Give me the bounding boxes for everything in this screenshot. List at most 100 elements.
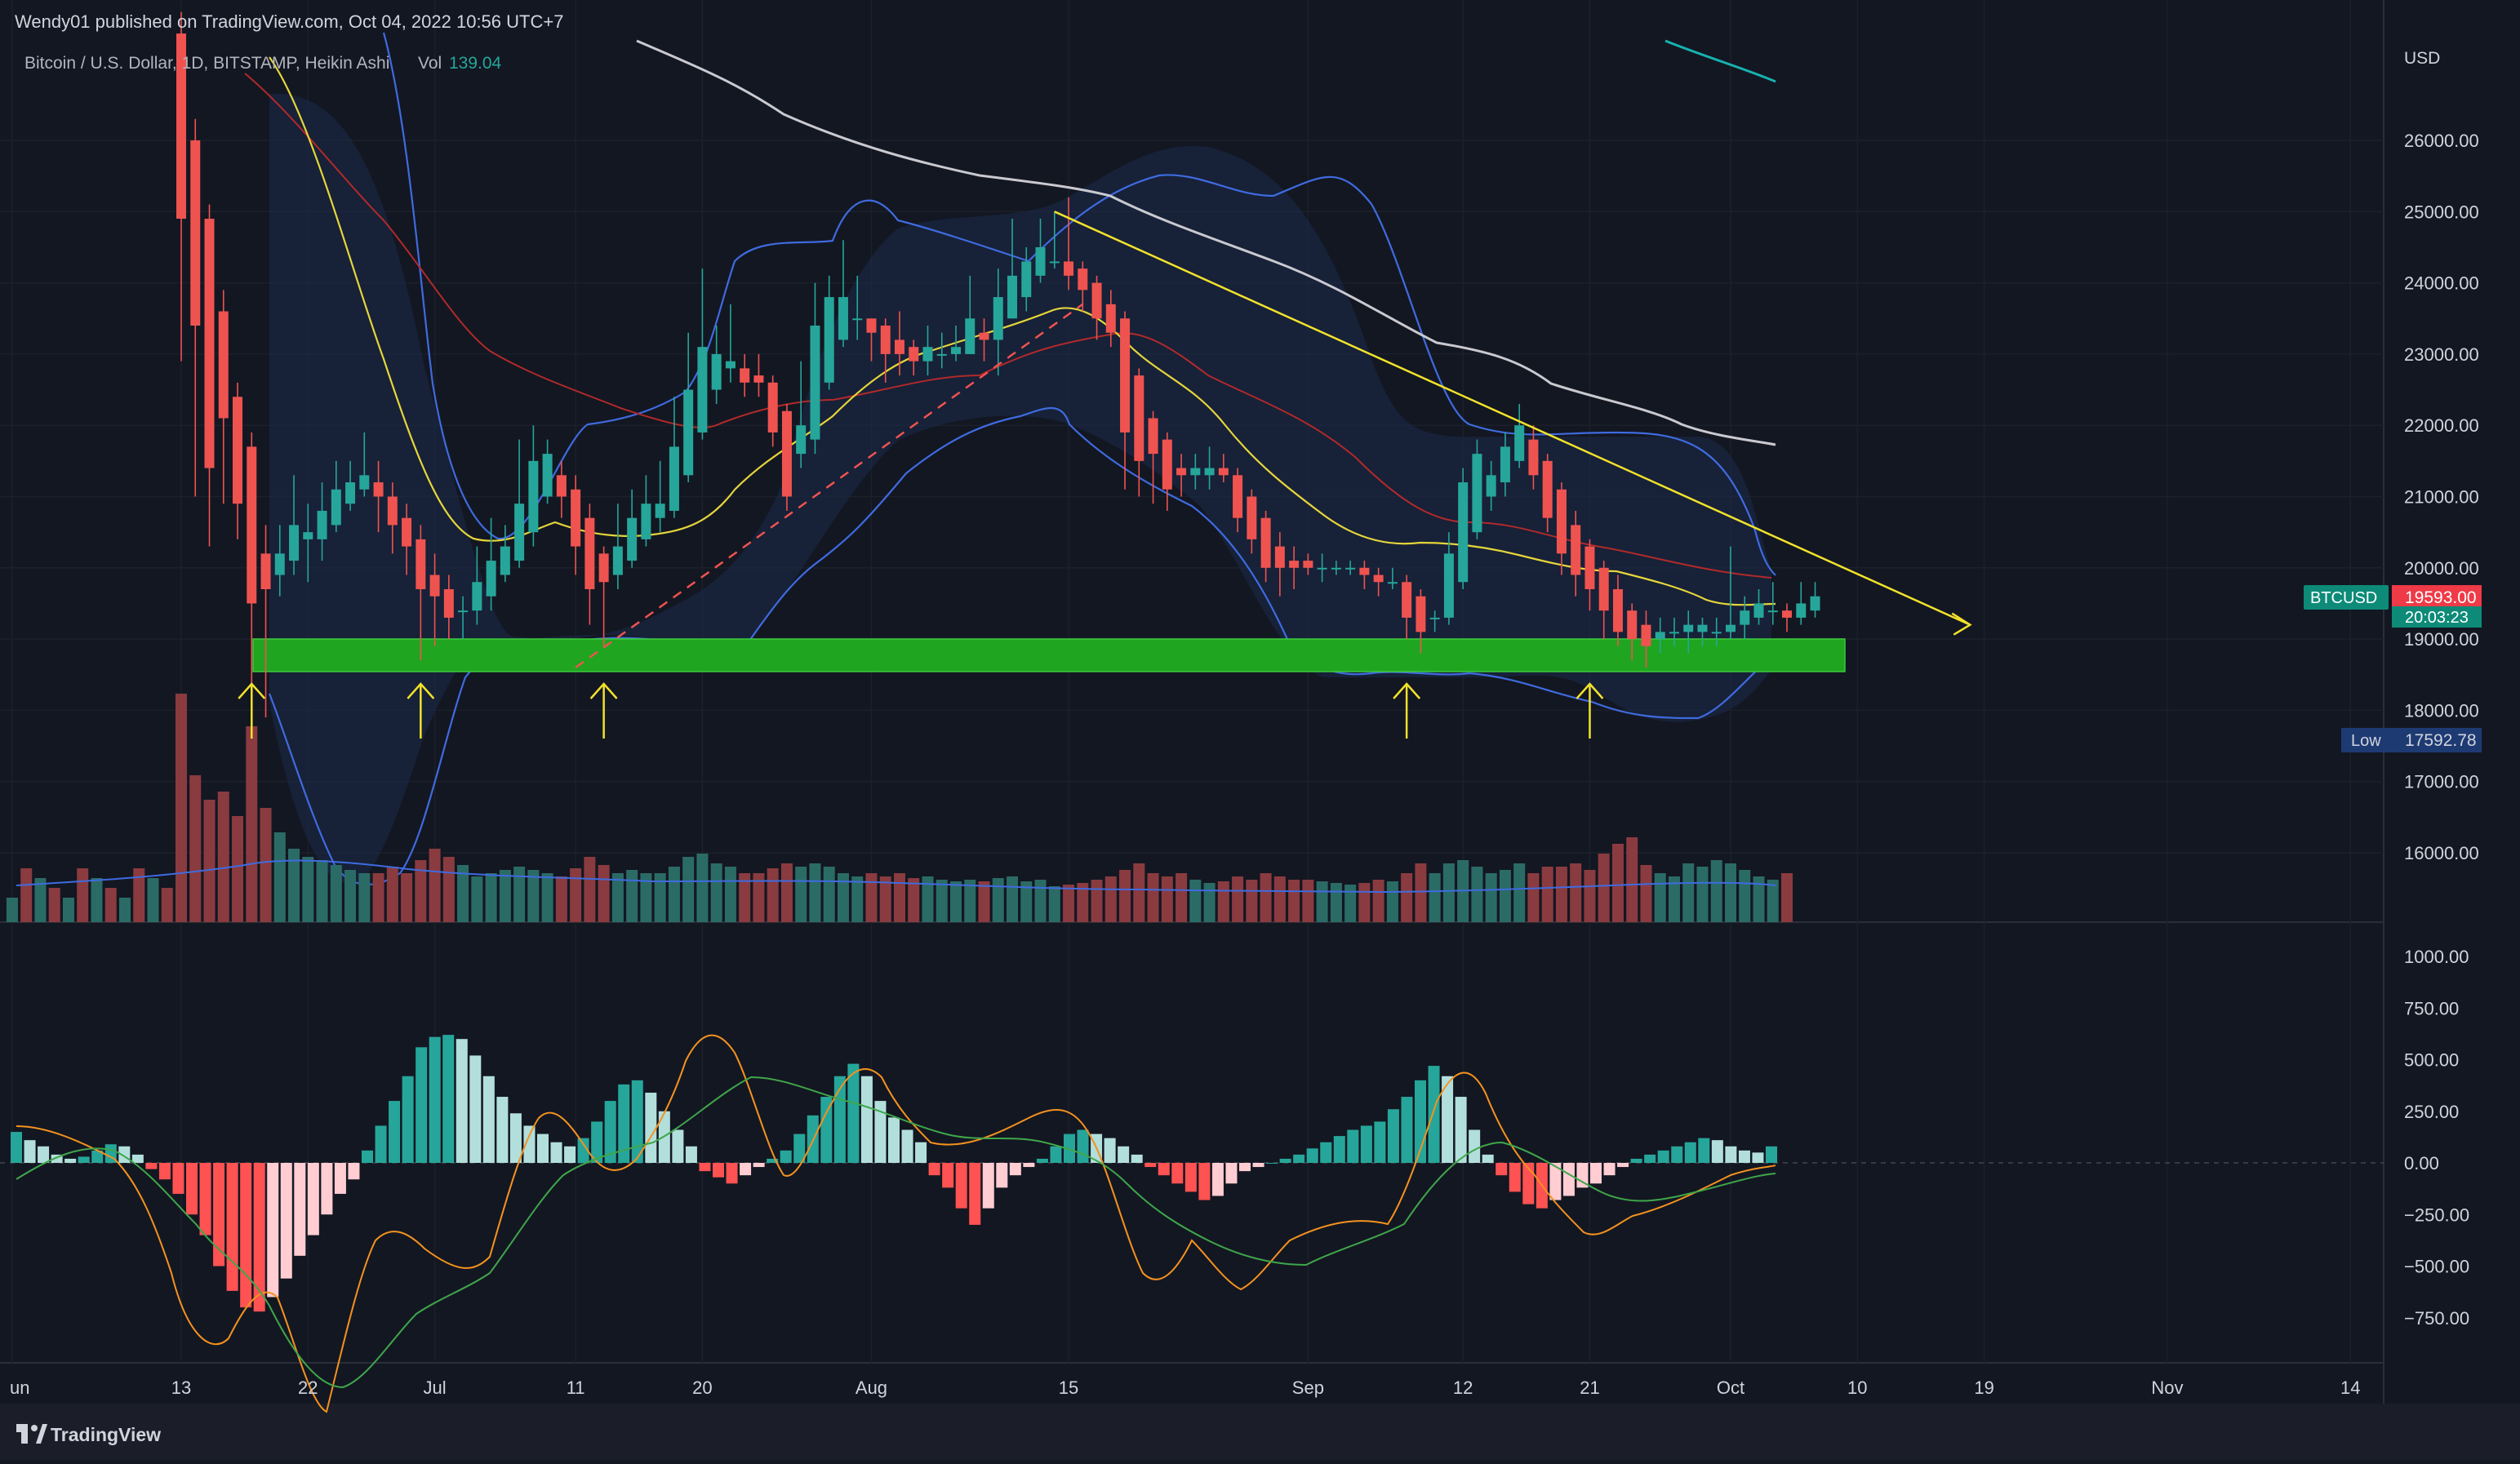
candle-body — [359, 475, 370, 490]
candle-body — [641, 504, 651, 539]
candle-body — [993, 297, 1003, 340]
price-tick-label: 19000.00 — [2404, 629, 2479, 650]
volume-bar — [950, 881, 962, 922]
volume-bar — [1316, 881, 1328, 922]
candle-body — [669, 446, 679, 511]
macd-bar — [442, 1035, 455, 1163]
price-tick-label: 25000.00 — [2404, 202, 2479, 222]
macd-tick-label: 500.00 — [2404, 1050, 2459, 1071]
last-price-badge-bg — [2392, 585, 2482, 610]
price-tick-label: 23000.00 — [2404, 344, 2479, 365]
price-tick-label: 26000.00 — [2404, 131, 2479, 151]
volume-bar — [1429, 873, 1441, 922]
candle-body — [1500, 446, 1510, 483]
macd-bar — [564, 1146, 576, 1163]
volume-bar — [232, 816, 244, 922]
time-label: 13 — [171, 1377, 191, 1398]
volume-bar — [1288, 880, 1300, 922]
macd-bar — [334, 1163, 346, 1194]
macd-bar — [1036, 1158, 1048, 1163]
candle-body — [627, 517, 638, 561]
candle-body — [1514, 425, 1525, 461]
macd-bar — [1293, 1154, 1305, 1163]
time-axis[interactable]: un 13 22 Jul 11 20 Aug 15 Sep 12 21 Oct 10 19 Nov 14 — [10, 1377, 2360, 1398]
support-zone[interactable] — [252, 638, 1846, 672]
resistance-trendline[interactable] — [1054, 211, 1971, 626]
volume-bar — [415, 860, 427, 922]
candle-body — [683, 389, 694, 476]
volume-bar — [133, 868, 145, 922]
candle-body — [936, 353, 947, 356]
volume-bar — [1246, 880, 1258, 922]
candle-body — [1247, 496, 1257, 539]
candle-body — [1443, 553, 1454, 618]
macd-bar — [1118, 1146, 1130, 1163]
candle-body — [1598, 567, 1609, 611]
candle-body — [429, 575, 440, 597]
macd-bar — [1211, 1163, 1224, 1196]
candle-body — [289, 525, 300, 561]
dashed-trendline[interactable] — [575, 303, 1084, 669]
macd-bar — [928, 1163, 940, 1176]
macd-bar — [969, 1163, 981, 1225]
volume-bar — [1471, 867, 1483, 922]
price-axis[interactable]: 26000.00 25000.00 24000.00 23000.00 22000.00… — [2404, 131, 2479, 863]
candle-body — [331, 489, 341, 526]
macd-bar — [1630, 1158, 1642, 1163]
volume-bar — [1499, 870, 1511, 922]
up-arrow-head-icon — [407, 682, 435, 699]
symbol-line[interactable]: Bitcoin / U.S. Dollar, 1D, BITSTAMP, Hei… — [24, 54, 389, 73]
volume-bar — [654, 873, 666, 922]
candle-body — [852, 318, 863, 321]
volume-bar — [1753, 876, 1765, 922]
candle-body — [1429, 617, 1440, 619]
drawing-overlays — [238, 211, 1972, 739]
candle-body — [1049, 261, 1060, 264]
macd-bar — [888, 1117, 900, 1163]
up-arrow-head-icon — [1393, 682, 1421, 699]
ma-white-200 — [636, 39, 1776, 446]
volume-bar — [6, 898, 18, 922]
candle-body — [711, 353, 722, 390]
volume-bar — [442, 857, 455, 922]
vol-label: Vol — [418, 54, 442, 73]
candle-body — [387, 496, 398, 526]
macd-bar — [1657, 1150, 1669, 1163]
macd-bar — [1698, 1138, 1710, 1163]
volume-bar — [513, 867, 526, 922]
macd-bar — [1387, 1109, 1399, 1163]
time-label: Aug — [856, 1377, 887, 1398]
volume-bar — [1330, 883, 1342, 922]
volume-bar — [893, 873, 905, 922]
macd-bar — [1576, 1163, 1589, 1188]
macd-bar — [1428, 1066, 1440, 1163]
macd-bar — [307, 1163, 319, 1236]
candle-body — [1373, 575, 1384, 583]
macd-bar — [982, 1163, 994, 1209]
macd-bar — [294, 1163, 306, 1256]
candle-body — [1091, 282, 1102, 319]
macd-axis[interactable]: 1000.00 750.00 500.00 250.00 0.00 −250.00 −500… — [2404, 947, 2469, 1329]
macd-bar — [1266, 1163, 1278, 1164]
volume-bar — [344, 870, 357, 922]
candle-body — [1416, 596, 1426, 632]
volume-bar — [1176, 873, 1188, 922]
volume-bar — [288, 849, 300, 922]
macd-bar — [131, 1154, 144, 1163]
macd-tick-label: 0.00 — [2404, 1153, 2439, 1173]
macd-bar — [362, 1150, 373, 1163]
ma-cyan — [1664, 39, 1776, 83]
candle-body — [1105, 304, 1116, 333]
volume-bar — [1513, 863, 1526, 922]
candle-body — [472, 582, 482, 611]
candle-body — [317, 510, 327, 539]
volume-bar — [1611, 844, 1624, 922]
candle-body — [1655, 632, 1665, 640]
candle-body — [1204, 468, 1215, 476]
candle-body — [838, 297, 848, 340]
candle-body — [556, 475, 567, 497]
volume-bar — [964, 880, 976, 922]
volume-bar — [1020, 881, 1033, 922]
candle-body — [373, 482, 384, 497]
